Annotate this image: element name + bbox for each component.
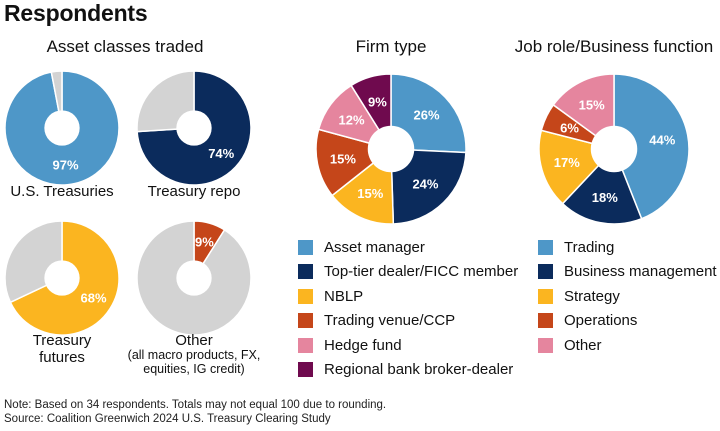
- legend-swatch: [538, 337, 553, 353]
- legend-item-operations: Operations: [538, 309, 717, 334]
- page-title: Respondents: [4, 0, 148, 26]
- legend-item-nblp: NBLP: [298, 284, 518, 309]
- legend-item-strategy: Strategy: [538, 284, 717, 309]
- pie-treasury-repo: 74%: [136, 70, 252, 186]
- pie-value-label: 15%: [579, 98, 605, 113]
- donut-hole: [176, 110, 212, 146]
- legend-swatch: [538, 313, 553, 329]
- legend-swatch: [298, 264, 313, 280]
- source-note: Source: Coalition Greenwich 2024 U.S. Tr…: [4, 413, 331, 425]
- legend-item-regional-bank-broker-dealer: Regional bank broker-dealer: [298, 358, 518, 383]
- legend-label: Trading venue/CCP: [324, 312, 456, 330]
- pie-us-treasuries: 97%: [4, 70, 120, 186]
- legend-item-hedge-fund: Hedge fund: [298, 333, 518, 358]
- legend-item-top-tier-dealer-ficc-member: Top-tier dealer/FICC member: [298, 260, 518, 285]
- legend-swatch: [538, 239, 553, 255]
- donut-hole: [176, 260, 212, 296]
- pie-firm-type: 26% 24% 15% 15% 12%9%: [315, 73, 467, 225]
- legend-label: NBLP: [324, 287, 364, 305]
- pie-value-label: 6%: [560, 121, 579, 136]
- legend-label: Other: [564, 336, 602, 354]
- legend-item-other: Other: [538, 333, 717, 358]
- pie-other: 9%: [136, 220, 252, 336]
- pie-slice-top-tier-dealer-ficc-member: [390, 148, 467, 225]
- legend-item-asset-manager: Asset manager: [298, 235, 518, 260]
- pie-slice-trading: [613, 73, 690, 220]
- pie-slice-business-management: [561, 147, 643, 225]
- legend-item-business-management: Business management: [538, 260, 717, 285]
- legend-swatch: [538, 288, 553, 304]
- pie-slice-remainder: [136, 220, 252, 336]
- legend-item-trading-venue-ccp: Trading venue/CCP: [298, 309, 518, 334]
- donut-hole: [44, 110, 80, 146]
- pie-value-label: 12%: [339, 112, 365, 127]
- pie-label-other: Other: [175, 332, 213, 349]
- donut-hole: [367, 125, 415, 173]
- legend-label: Regional bank broker-dealer: [324, 361, 514, 379]
- pie-value-label: 68%: [81, 291, 107, 306]
- pie-value-label: 74%: [208, 146, 234, 161]
- legend-swatch: [298, 313, 313, 329]
- legend-swatch: [298, 288, 313, 304]
- legend-item-trading: Trading: [538, 235, 717, 260]
- section-title-asset-classes: Asset classes traded: [46, 37, 204, 56]
- legend-label: Hedge fund: [324, 336, 402, 354]
- pie-value-label: 18%: [592, 190, 618, 205]
- legend-label: Business management: [564, 263, 717, 281]
- legend-firm-type: Asset manager Top-tier dealer/FICC member…: [298, 235, 518, 382]
- legend-label: Trading: [564, 238, 615, 256]
- section-title-firm-type: Firm type: [355, 37, 427, 56]
- pie-value-label: 15%: [330, 151, 356, 166]
- donut-hole: [44, 260, 80, 296]
- legend-label: Strategy: [564, 287, 620, 305]
- legend-label: Asset manager: [324, 238, 425, 256]
- pie-value-label: 26%: [414, 108, 440, 123]
- pie-slice-other: [552, 73, 615, 151]
- pie-value-label: 9%: [195, 235, 214, 250]
- pie-value-label: 15%: [357, 186, 383, 201]
- legend-swatch: [298, 337, 313, 353]
- pie-slice-asset-manager: [390, 73, 467, 154]
- pie-value-label: 97%: [52, 158, 78, 173]
- pie-value-label: 24%: [412, 177, 438, 192]
- pie-value-label: 9%: [368, 94, 387, 109]
- pie-value-label: 17%: [554, 155, 580, 170]
- legend-job-role: Trading Business management Strategy Operat…: [538, 235, 717, 358]
- pie-sublabel-other: (all macro products, FX, equities, IG cr…: [127, 348, 261, 376]
- legend-swatch: [298, 239, 313, 255]
- legend-swatch: [538, 264, 553, 280]
- pie-label-treasury-repo: Treasury repo: [147, 183, 241, 200]
- legend-label: Operations: [564, 312, 638, 330]
- pie-label-us-treasuries: U.S. Treasuries: [10, 183, 114, 200]
- legend-label: Top-tier dealer/FICC member: [324, 263, 519, 281]
- pie-job-role: 44% 18% 17% 6%15%: [538, 73, 690, 225]
- pie-slice-remainder: [136, 70, 195, 133]
- donut-hole: [590, 125, 638, 173]
- pie-treasury-futures: 68%: [4, 220, 120, 336]
- pie-label-treasury-futures: Treasury futures: [32, 332, 92, 366]
- footnote: Note: Based on 34 respondents. Totals ma…: [4, 399, 387, 411]
- section-title-job-role: Job role/Business function: [514, 37, 714, 56]
- pie-value-label: 44%: [649, 132, 675, 147]
- legend-swatch: [298, 362, 313, 378]
